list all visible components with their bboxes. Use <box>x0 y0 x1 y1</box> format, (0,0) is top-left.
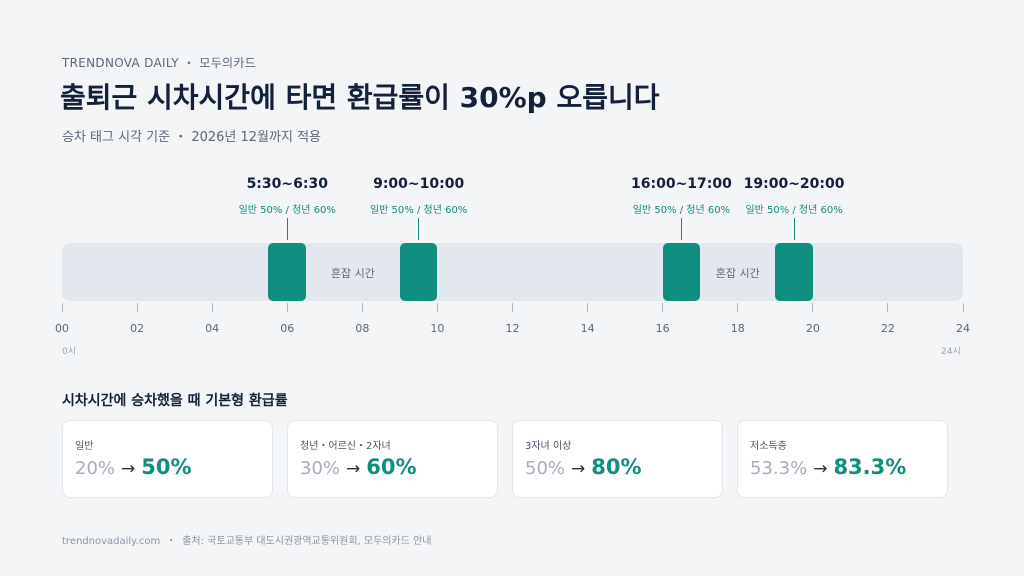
axis-tick <box>436 303 438 312</box>
axis-tick-label: 06 <box>280 322 295 335</box>
time-band-rates: 일반 50% / 청년 60% <box>745 205 843 216</box>
rate-card-low-income: 저소득층 53.3% → 83.3% <box>737 420 948 498</box>
axis-tick-label: 18 <box>730 322 745 335</box>
rate-before: 50% <box>525 458 566 479</box>
time-band-block <box>268 243 306 301</box>
time-band-block <box>775 243 813 301</box>
time-band-rates: 일반 50% / 청년 60% <box>238 205 336 216</box>
rate-card-general: 일반 20% → 50% <box>62 420 273 498</box>
rate-card-youth-senior: 청년・어르신・2자녀 30% → 60% <box>287 420 498 498</box>
axis-tick <box>512 303 513 312</box>
axis-tick <box>286 303 288 312</box>
page-title: 출퇴근 시차시간에 타면 환급률이 30%p 오릅니다 <box>60 81 660 114</box>
band-connector <box>680 218 682 240</box>
axis-end-label: 24시 <box>941 347 961 357</box>
axis-start-label: 0시 <box>62 347 77 357</box>
time-band-rates: 일반 50% / 청년 60% <box>369 205 468 216</box>
rate-after: 60% <box>366 455 417 479</box>
time-band-block <box>662 243 701 301</box>
rate-card-label: 저소득층 <box>750 441 787 452</box>
band-connector <box>286 218 288 240</box>
axis-tick <box>887 303 889 312</box>
rate-card-label: 청년・어르신・2자녀 <box>300 441 391 452</box>
footer-site: trendnovadaily.com <box>62 536 161 547</box>
axis-tick-label: 02 <box>130 322 145 335</box>
page-subtitle: 승차 태그 시각 기준 ・ 2026년 12월까지 적용 <box>62 130 321 145</box>
axis-tick-label: 20 <box>805 322 820 335</box>
rate-card-label: 일반 <box>75 441 94 452</box>
rate-before: 53.3% <box>750 458 808 479</box>
axis-tick-label: 10 <box>430 322 445 335</box>
footer-source: 출처: 국토교통부 대도시권광역교통위원회, 모두의카드 안내 <box>182 536 432 547</box>
axis-tick <box>587 303 589 312</box>
axis-tick-label: 08 <box>355 322 370 335</box>
arrow-icon: → <box>813 459 828 479</box>
rate-after: 50% <box>141 455 192 479</box>
axis-tick-label: 16 <box>655 322 670 335</box>
rate-after: 83.3% <box>833 455 907 479</box>
axis-tick-label: 24 <box>956 322 970 335</box>
timeline-track <box>62 243 963 301</box>
axis-tick <box>361 303 363 312</box>
axis-tick-label: 00 <box>55 322 69 335</box>
footer: trendnovadaily.com ・ 출처: 국토교통부 대도시권광역교통위원회… <box>62 532 431 547</box>
time-band-block <box>399 243 438 301</box>
time-band-label: 5:30~6:30 <box>246 176 328 192</box>
band-connector <box>418 218 420 240</box>
timeline-diagram: 5:30~6:30 일반 50% / 청년 60% 9:00~10:00 일반 50%… <box>55 176 970 357</box>
rates-section-title: 시차시간에 승차했을 때 기본형 환급률 <box>62 393 288 409</box>
axis-tick-label: 04 <box>205 322 220 335</box>
axis-tick <box>136 303 138 312</box>
arrow-icon: → <box>346 459 361 479</box>
axis-tick <box>662 303 664 312</box>
rate-before: 20% <box>75 458 116 479</box>
axis-tick <box>812 303 814 312</box>
time-band-label: 19:00~20:00 <box>743 176 845 192</box>
kicker: TRENDNOVA DAILY ・ 모두의카드 <box>62 56 257 70</box>
axis-tick <box>962 303 964 312</box>
time-band-rates: 일반 50% / 청년 60% <box>632 205 731 216</box>
rate-card-three-children: 3자녀 이상 50% → 80% <box>512 420 723 498</box>
rate-card-label: 3자녀 이상 <box>525 441 572 452</box>
time-band-label: 16:00~17:00 <box>631 176 732 192</box>
band-connector <box>793 218 795 240</box>
axis-tick <box>211 303 213 312</box>
axis-tick <box>737 303 739 312</box>
rate-before: 30% <box>300 458 341 479</box>
time-band-label: 9:00~10:00 <box>373 176 465 192</box>
axis-tick-label: 12 <box>505 322 520 335</box>
arrow-icon: → <box>571 459 586 479</box>
axis-tick-label: 14 <box>580 322 595 335</box>
arrow-icon: → <box>121 459 136 479</box>
axis-tick-label: 22 <box>880 322 895 335</box>
footer-separator: ・ <box>166 536 177 547</box>
rate-after: 80% <box>591 455 642 479</box>
rush-hour-label: 혼잡 시간 <box>715 267 760 280</box>
axis-tick <box>61 303 63 312</box>
rush-hour-label: 혼잡 시간 <box>330 267 375 280</box>
